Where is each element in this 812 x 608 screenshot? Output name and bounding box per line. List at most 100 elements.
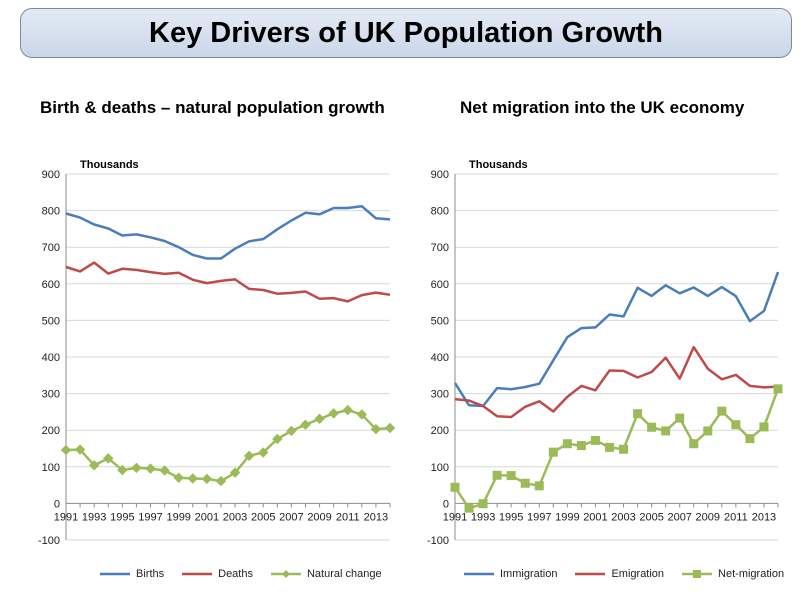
net-migration-point (534, 481, 544, 491)
x-tick-label: 2007 (279, 511, 303, 523)
legend-item-natural-change: Natural change (269, 568, 382, 580)
natural-change-point (145, 463, 156, 474)
y-tick-label: 800 (42, 206, 60, 218)
natural-change-point (103, 453, 114, 464)
legend-label: Emigration (611, 568, 665, 580)
net-migration-point (548, 447, 558, 457)
x-tick-label: 1999 (555, 511, 579, 523)
x-tick-label: 1997 (527, 511, 551, 523)
natural-change-point (131, 462, 142, 474)
legend-swatch (682, 570, 713, 578)
legend-item-immigration: Immigration (462, 568, 557, 580)
legend-item-births: Births (98, 568, 164, 580)
y-tick-label: 700 (431, 242, 449, 254)
y-tick-label: -100 (38, 535, 60, 547)
net-migration-chart: -100 0 100 200 300 400 500 600 700 800 900 Thousand… (427, 159, 783, 547)
title-banner: Key Drivers of UK Population Growth (20, 8, 792, 58)
natural-change-point (229, 467, 241, 478)
legend-label: Immigration (500, 568, 558, 580)
legend-swatch (575, 572, 606, 576)
x-tick-label: 1991 (54, 511, 78, 523)
y-tick-label: 200 (431, 425, 449, 437)
natural-change-point (215, 475, 227, 487)
net-migration-point (675, 413, 685, 423)
y-tick-label: 900 (431, 169, 449, 181)
legend-item-net-migration: Net-migration (680, 568, 784, 580)
natural-growth-legend: Births Deaths Natural change (98, 568, 398, 580)
net-migration-legend: Immigration Emigration Net-migration (462, 568, 800, 580)
natural-change-point (370, 423, 382, 435)
natural-change-point (356, 409, 368, 420)
net-migration-point (492, 470, 502, 480)
net-migration-point (464, 503, 474, 513)
natural-change-point (117, 464, 128, 476)
net-migration-point (478, 499, 488, 509)
y-tick-label: 800 (431, 206, 449, 218)
legend-swatch (464, 572, 494, 576)
natural-change-point (342, 404, 353, 416)
natural-change-point (384, 422, 396, 434)
natural-change-point (272, 433, 283, 445)
net-migration-point (576, 441, 586, 451)
net-migration-point (703, 426, 713, 436)
x-tick-label: 2001 (583, 511, 607, 523)
natural-growth-chart: -100 0 100 200 300 400 500 600 700 800 900 Thousand… (38, 159, 396, 547)
net-migration-point (647, 422, 657, 432)
net-migration-point (590, 435, 600, 445)
legend-item-emigration: Emigration (573, 568, 664, 580)
y-tick-label: 300 (431, 389, 449, 401)
x-tick-label: 2001 (195, 511, 219, 523)
natural-change-point (88, 460, 100, 471)
x-tick-label: 2007 (667, 511, 691, 523)
y-tick-label: 400 (431, 352, 449, 364)
natural-change-point (243, 450, 255, 462)
net-migration-point (520, 478, 530, 488)
x-tick-label: 1995 (110, 511, 134, 523)
x-tick-label: 2009 (307, 511, 331, 523)
natural-change-point (159, 465, 170, 476)
natural-change-point (60, 444, 72, 456)
x-tick-label: 2011 (336, 511, 360, 523)
net-migration-point (604, 442, 614, 452)
net-migration-point (759, 422, 769, 432)
net-migration-point (450, 482, 460, 492)
y-axis-unit-label: Thousands (80, 159, 139, 171)
natural-change-point (173, 472, 184, 483)
x-tick-label: 2011 (724, 511, 748, 523)
y-tick-label: 500 (431, 315, 449, 327)
y-tick-label: 700 (42, 242, 60, 254)
natural-change-point (286, 425, 297, 437)
immigration-series-line (453, 271, 780, 408)
net-migration-point (745, 434, 755, 444)
legend-label: Deaths (218, 568, 253, 580)
x-tick-label: 2013 (752, 511, 776, 523)
net-migration-point (689, 439, 699, 449)
net-migration-point (731, 420, 741, 430)
net-migration-point (619, 444, 629, 454)
legend-swatch-marker (281, 570, 290, 578)
x-tick-label: 1995 (499, 511, 523, 523)
left-chart-subtitle: Birth & deaths – natural population grow… (40, 98, 385, 117)
legend-item-deaths: Deaths (180, 568, 253, 580)
legend-swatch (270, 570, 301, 578)
x-tick-label: 1991 (443, 511, 467, 523)
deaths-series-line (65, 261, 391, 303)
x-tick-label: 2005 (251, 511, 275, 523)
x-tick-label: 1999 (166, 511, 190, 523)
right-chart-subtitle: Net migration into the UK economy (460, 98, 745, 117)
legend-swatch (182, 572, 213, 576)
y-tick-label: 500 (42, 315, 60, 327)
page-title: Key Drivers of UK Population Growth (149, 16, 663, 49)
x-tick-label: 1997 (138, 511, 162, 523)
natural-change-series-line (65, 408, 391, 483)
natural-change-point (187, 473, 198, 484)
y-tick-label: 400 (42, 352, 60, 364)
legend-swatch-marker (693, 570, 702, 578)
emigration-series-line (454, 345, 779, 419)
y-tick-label: 900 (42, 169, 60, 181)
y-tick-label: 200 (42, 425, 60, 437)
y-tick-label: -100 (427, 535, 449, 547)
natural-change-point (300, 419, 311, 430)
natural-change-point (201, 473, 213, 485)
x-tick-label: 1993 (471, 511, 495, 523)
